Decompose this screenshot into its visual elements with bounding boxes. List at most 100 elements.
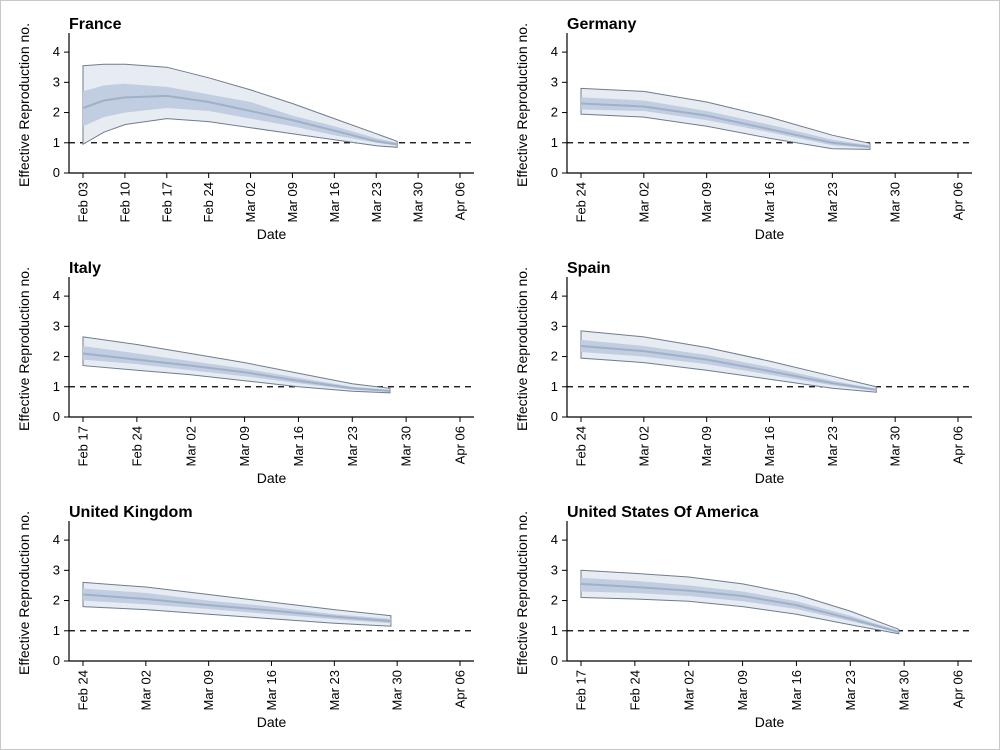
x-axis-label: Date <box>755 226 785 242</box>
svg-text:0: 0 <box>551 409 558 424</box>
svg-text:Apr 06: Apr 06 <box>951 426 966 464</box>
svg-text:2: 2 <box>53 105 60 120</box>
svg-text:Mar 23: Mar 23 <box>345 426 360 466</box>
svg-text:Feb 24: Feb 24 <box>574 182 589 222</box>
svg-text:Feb 03: Feb 03 <box>76 182 91 222</box>
svg-text:3: 3 <box>53 318 60 333</box>
y-axis-label: Effective Reproduction no. <box>16 23 32 187</box>
panel-svg-5: United States Of America 01234 Feb 17Feb… <box>509 501 984 733</box>
panel-svg-1: Germany 0 1 2 3 4 Feb 24 Mar 02 Mar 09 Mar 16 Ma… <box>509 13 984 245</box>
outer-band <box>581 570 899 634</box>
svg-text:Mar 09: Mar 09 <box>285 182 300 222</box>
svg-text:Feb 17: Feb 17 <box>159 182 174 222</box>
svg-text:1: 1 <box>53 623 60 638</box>
svg-text:Mar 02: Mar 02 <box>183 426 198 466</box>
svg-text:Mar 30: Mar 30 <box>411 182 426 222</box>
panel-svg-2: Italy 0 1 2 3 4 Feb 17 Feb 24 Mar 02 Mar 09 Mar … <box>11 257 486 489</box>
svg-text:3: 3 <box>53 74 60 89</box>
svg-text:Mar 16: Mar 16 <box>789 670 804 710</box>
svg-text:Mar 09: Mar 09 <box>735 670 750 710</box>
panel-france: France 0 1 2 3 4 Feb 03 Feb 10 Feb 17 Feb 24 Mar… <box>11 13 491 251</box>
svg-text:Mar 30: Mar 30 <box>390 670 405 710</box>
svg-text:3: 3 <box>551 74 558 89</box>
svg-text:2: 2 <box>551 593 558 608</box>
panel-title: United States Of America <box>567 504 759 521</box>
svg-text:Apr 06: Apr 06 <box>453 670 468 708</box>
svg-text:Mar 02: Mar 02 <box>636 182 651 222</box>
panel-title: Spain <box>567 260 611 277</box>
x-axis-label: Date <box>257 226 287 242</box>
svg-text:Mar 02: Mar 02 <box>138 670 153 710</box>
svg-text:Apr 06: Apr 06 <box>453 426 468 464</box>
svg-text:1: 1 <box>551 379 558 394</box>
y-axis-label: Effective Reproduction no. <box>16 267 32 431</box>
svg-text:Apr 06: Apr 06 <box>951 670 966 708</box>
svg-text:Mar 16: Mar 16 <box>291 426 306 466</box>
panel-united-states-of-america: United States Of America 01234 Feb 17Feb… <box>509 501 989 739</box>
svg-text:0: 0 <box>551 653 558 668</box>
svg-text:Apr 06: Apr 06 <box>951 182 966 220</box>
svg-text:Mar 09: Mar 09 <box>699 426 714 466</box>
x-axis-label: Date <box>257 470 287 486</box>
svg-text:Mar 23: Mar 23 <box>843 670 858 710</box>
svg-text:Mar 16: Mar 16 <box>327 182 342 222</box>
svg-text:Feb 17: Feb 17 <box>76 426 91 466</box>
svg-text:2: 2 <box>53 349 60 364</box>
svg-text:Mar 30: Mar 30 <box>888 426 903 466</box>
svg-text:3: 3 <box>53 562 60 577</box>
svg-text:1: 1 <box>53 379 60 394</box>
svg-text:Mar 16: Mar 16 <box>264 670 279 710</box>
svg-text:Feb 24: Feb 24 <box>627 670 642 710</box>
svg-text:Feb 24: Feb 24 <box>76 670 91 710</box>
x-axis-label: Date <box>257 714 287 730</box>
svg-text:4: 4 <box>551 532 558 547</box>
figure-grid: France 0 1 2 3 4 Feb 03 Feb 10 Feb 17 Feb 24 Mar… <box>0 0 1000 750</box>
svg-text:Feb 17: Feb 17 <box>574 670 589 710</box>
y-axis-label: Effective Reproduction no. <box>514 511 530 675</box>
svg-text:Feb 24: Feb 24 <box>574 426 589 466</box>
svg-text:3: 3 <box>551 318 558 333</box>
svg-text:Feb 10: Feb 10 <box>117 182 132 222</box>
svg-text:2: 2 <box>53 593 60 608</box>
panel-title: Germany <box>567 16 636 33</box>
svg-text:Mar 23: Mar 23 <box>369 182 384 222</box>
svg-text:Mar 16: Mar 16 <box>762 182 777 222</box>
svg-text:Mar 09: Mar 09 <box>699 182 714 222</box>
panel-united-kingdom: United Kingdom 0 1 2 3 4 Feb 24 Mar 02 Mar 09 M… <box>11 501 491 739</box>
panel-svg-4: United Kingdom 0 1 2 3 4 Feb 24 Mar 02 Mar 09 M… <box>11 501 486 733</box>
svg-text:Mar 09: Mar 09 <box>201 670 216 710</box>
panel-spain: Spain 01234 Feb 24Mar 02Mar 09Mar 16Mar … <box>509 257 989 495</box>
svg-text:1: 1 <box>551 623 558 638</box>
svg-text:4: 4 <box>551 44 558 59</box>
y-axis-label: Effective Reproduction no. <box>16 511 32 675</box>
panel-svg-3: Spain 01234 Feb 24Mar 02Mar 09Mar 16Mar … <box>509 257 984 489</box>
svg-text:Feb 24: Feb 24 <box>201 182 216 222</box>
svg-text:Mar 30: Mar 30 <box>897 670 912 710</box>
svg-text:0: 0 <box>551 165 558 180</box>
svg-text:4: 4 <box>551 288 558 303</box>
panel-germany: Germany 0 1 2 3 4 Feb 24 Mar 02 Mar 09 Mar 16 Ma… <box>509 13 989 251</box>
outer-band <box>83 337 390 393</box>
svg-text:Mar 16: Mar 16 <box>762 426 777 466</box>
panel-title: Italy <box>69 260 101 277</box>
x-axis-label: Date <box>755 470 785 486</box>
svg-text:0: 0 <box>53 165 60 180</box>
svg-text:0: 0 <box>53 409 60 424</box>
svg-text:Feb 24: Feb 24 <box>129 426 144 466</box>
svg-text:Mar 23: Mar 23 <box>825 426 840 466</box>
panel-title: United Kingdom <box>69 504 193 521</box>
svg-text:1: 1 <box>551 135 558 150</box>
svg-text:Mar 02: Mar 02 <box>636 426 651 466</box>
svg-text:Mar 09: Mar 09 <box>237 426 252 466</box>
svg-text:1: 1 <box>53 135 60 150</box>
panel-svg-0: France 0 1 2 3 4 Feb 03 Feb 10 Feb 17 Feb 24 Mar… <box>11 13 486 245</box>
svg-text:0: 0 <box>53 653 60 668</box>
svg-text:Mar 02: Mar 02 <box>681 670 696 710</box>
svg-text:4: 4 <box>53 44 60 59</box>
panel-title: France <box>69 16 122 33</box>
svg-text:4: 4 <box>53 532 60 547</box>
svg-text:Mar 30: Mar 30 <box>888 182 903 222</box>
svg-text:2: 2 <box>551 105 558 120</box>
svg-text:4: 4 <box>53 288 60 303</box>
y-axis-label: Effective Reproduction no. <box>514 267 530 431</box>
